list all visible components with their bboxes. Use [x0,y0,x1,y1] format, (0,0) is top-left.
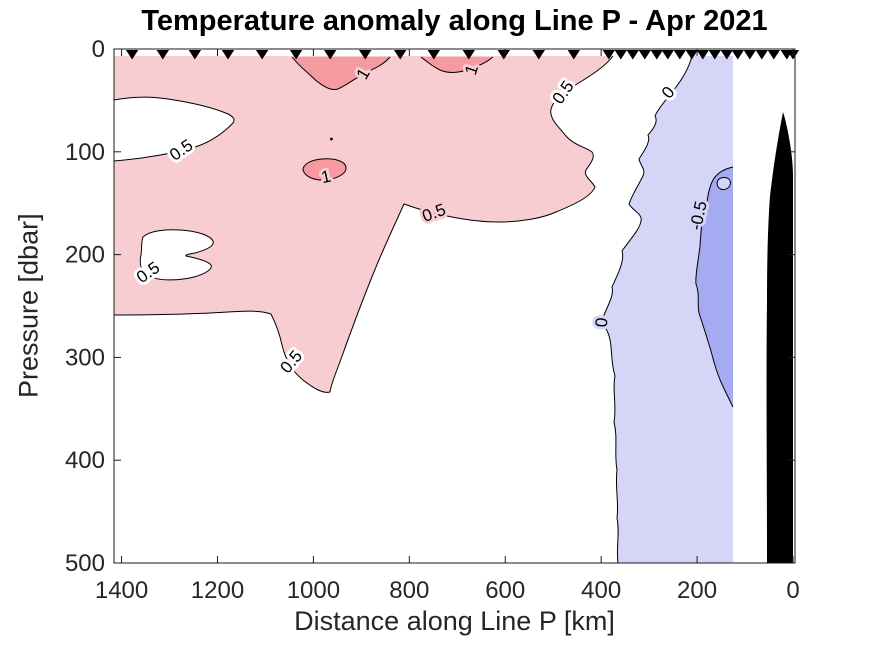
station-marker-icon [221,50,235,60]
contour-0 [602,55,693,564]
fill-island-in-cold [716,176,731,191]
contour-0p5-main [113,55,614,393]
plot-border [113,48,796,564]
x-tick-label: 0 [786,577,799,604]
station-marker-icon [427,50,440,60]
fill-cold-m0p5-to-0 [603,56,733,563]
station-marker-icon [188,50,202,60]
fill-cold-below-m0p5 [695,167,733,407]
station-marker-icon [767,50,780,60]
station-marker-icon [532,50,545,60]
station-marker-icon [324,50,337,60]
y-tick-label: 500 [65,550,105,577]
station-marker-icon [720,50,733,60]
station-marker-icon [731,50,744,60]
contour-label: 0 [592,317,612,328]
station-marker-icon [743,50,756,60]
contour-dot [329,137,333,141]
x-tick-label: 1200 [191,577,244,604]
y-tick-label: 300 [65,344,105,371]
station-marker-icon [602,50,615,60]
fill-warm-gt1-core-120dbar [302,158,347,181]
x-tick-label: 1000 [287,577,340,604]
station-marker-icon [567,50,580,60]
y-tick-label: 400 [65,447,105,474]
fill-hole-west-100dbar [114,97,235,161]
contour-0p5-hole-west [113,96,235,162]
x-tick-label: 800 [389,577,429,604]
fill-hole-west-200dbar [139,229,214,281]
station-marker-icon [696,50,709,60]
station-marker-icon [394,50,407,60]
station-marker-icon [673,50,686,60]
y-tick-label: 0 [92,36,105,63]
station-marker-icon [289,50,303,60]
contour-m0p5 [695,166,734,408]
station-marker-icon [626,50,639,60]
chart-title: Temperature anomaly along Line P - Apr 2… [141,5,768,37]
station-marker-icon [497,50,510,60]
x-tick-label: 1400 [95,577,148,604]
station-marker-icon [156,50,169,60]
y-tick-label: 200 [65,242,105,269]
contour-1-b [420,56,494,73]
station-marker-icon [638,50,651,60]
station-marker-icon [255,50,269,60]
contour-1-a [291,56,391,91]
seafloor [766,112,793,563]
station-marker-icon [755,50,768,60]
station-marker-icon [708,50,721,60]
station-marker-icon [462,50,475,60]
fill-warm-gt1-b [421,57,493,73]
station-marker-icon [650,50,663,60]
station-marker-icon [614,50,627,60]
fill-warm-gt1-a [292,57,390,90]
x-tick-label: 400 [581,577,621,604]
station-marker-icon [661,50,674,60]
x-tick-label: 600 [485,577,525,604]
station-marker-icon [685,50,698,60]
x-tick-label: 200 [677,577,717,604]
x-axis-label: Distance along Line P [km] [294,606,615,636]
fill-warm-0p5-to-1 [114,56,613,393]
station-marker-icon [359,50,372,60]
station-marker-icon [125,50,139,60]
y-tick-label: 100 [65,139,105,166]
